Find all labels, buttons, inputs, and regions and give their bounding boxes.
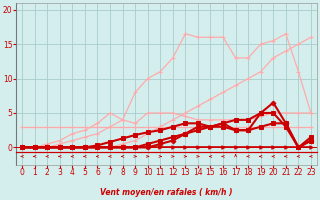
X-axis label: Vent moyen/en rafales ( km/h ): Vent moyen/en rafales ( km/h ) (100, 188, 233, 197)
